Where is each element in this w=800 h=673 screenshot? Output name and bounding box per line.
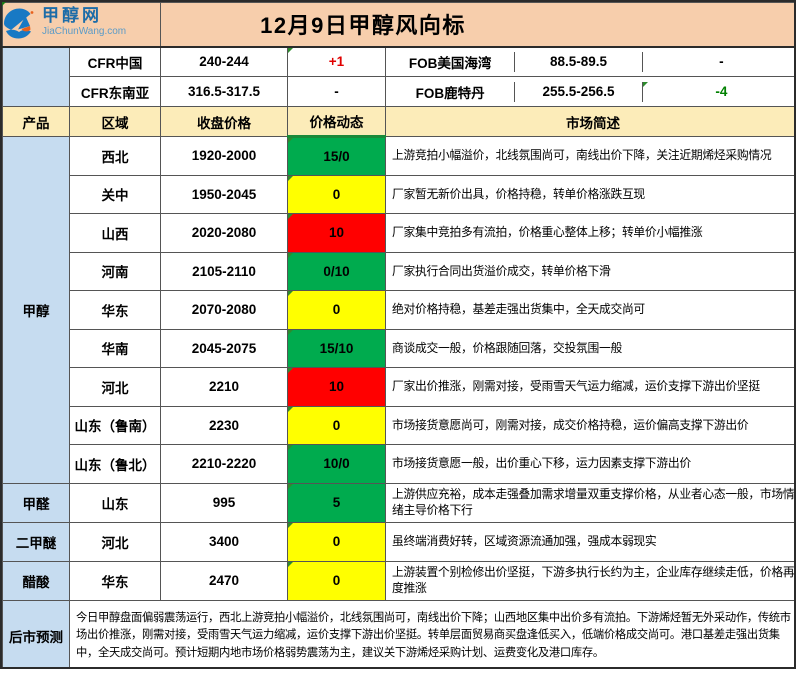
svg-text:JiaChunWang.com: JiaChunWang.com <box>42 26 126 37</box>
svg-text:甲醇网: 甲醇网 <box>42 5 102 25</box>
